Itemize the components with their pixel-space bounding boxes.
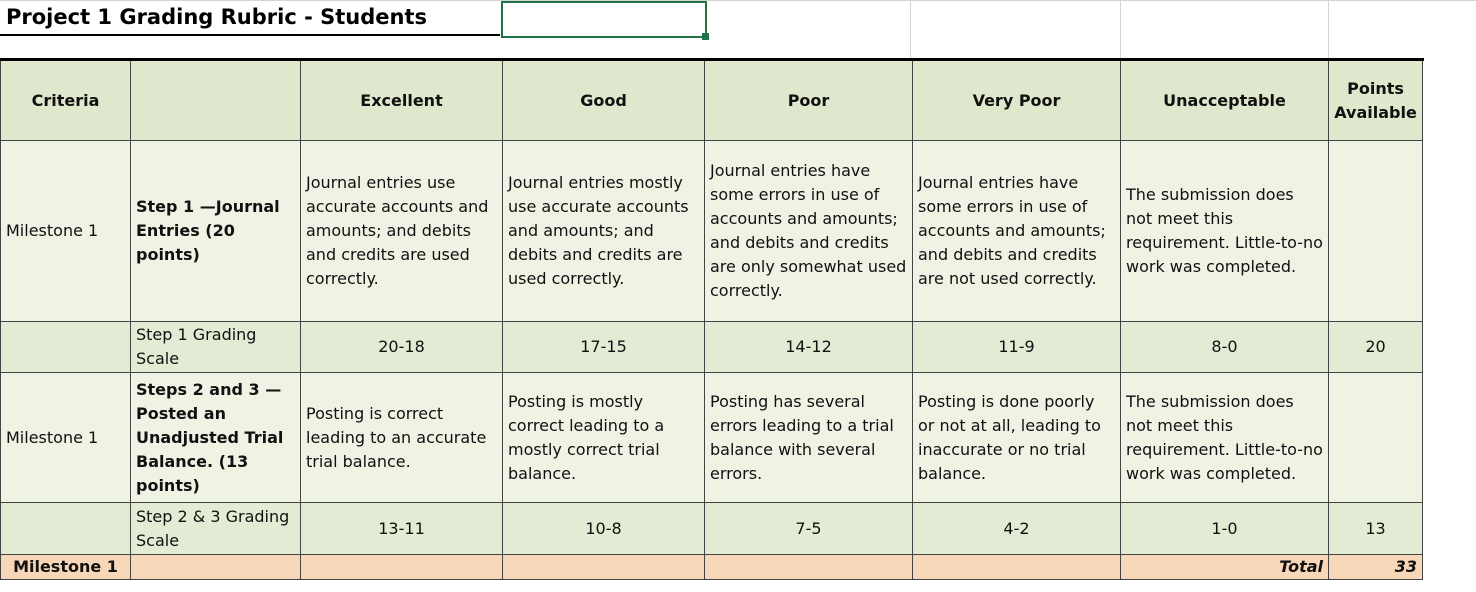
table-cell: 20-18 [301,322,503,373]
table-cell [131,555,301,580]
table-cell: Posting has several errors leading to a … [705,373,913,503]
cell-text: Unacceptable [1163,90,1286,110]
cell-text: Step 2 & 3 Grading Scale [136,506,290,550]
cell-text: Milestone 1 [6,427,99,447]
table-cell: Good [503,61,705,141]
cell-text: Journal entries use accurate accounts an… [306,173,489,288]
cell-text: Total [1279,557,1323,576]
table-cell: Journal entries use accurate accounts an… [301,141,503,322]
grid-line [1328,0,1329,58]
table-cell: Milestone 1 [0,373,131,503]
table-cell: 4-2 [913,503,1121,555]
table-cell: 14-12 [705,322,913,373]
table-cell: Milestone 1 [0,555,131,580]
table-cell: The submission does not meet this requir… [1121,373,1329,503]
cell-text: Step 1 Grading Scale [136,325,257,368]
cell-text: Posting is done poorly or not at all, le… [918,391,1101,483]
cell-text: Very Poor [972,90,1061,110]
grid-line [0,0,1476,1]
cell-text: 20-18 [378,337,425,356]
table-cell: 8-0 [1121,322,1329,373]
table-cell: 17-15 [503,322,705,373]
fill-handle[interactable] [702,33,709,40]
cell-text: 10-8 [585,518,622,538]
table-cell: Step 2 & 3 Grading Scale [131,503,301,555]
cell-text: Criteria [31,90,100,110]
cell-text: Posting is mostly correct leading to a m… [508,391,665,483]
table-cell: Milestone 1 [0,141,131,322]
table-cell: Posting is correct leading to an accurat… [301,373,503,503]
cell-text: Step 1 —Journal Entries (20 points) [136,197,280,264]
table-cell: Posting is mostly correct leading to a m… [503,373,705,503]
cell-text: The submission does not meet this requir… [1126,185,1323,276]
cell-text: Journal entries mostly use accurate acco… [508,173,689,288]
table-cell [503,555,705,580]
table-cell: Total [1121,555,1329,580]
table-cell [705,555,913,580]
cell-text: Milestone 1 [6,221,99,240]
cell-text: The submission does not meet this requir… [1126,391,1323,483]
table-cell: 7-5 [705,503,913,555]
table-cell [0,322,131,373]
cell-text: Steps 2 and 3 —Posted an Unadjusted Tria… [136,379,284,495]
table-cell: Points Available [1329,61,1423,141]
cell-text: 8-0 [1211,337,1238,356]
sheet-title: Project 1 Grading Rubric - Students [6,5,427,29]
cell-text: 13 [1365,518,1386,538]
table-cell: The submission does not meet this requir… [1121,141,1329,322]
table-cell: Step 1 Grading Scale [131,322,301,373]
table-cell: Step 1 —Journal Entries (20 points) [131,141,301,322]
table-cell: Journal entries have some errors in use … [705,141,913,322]
cell-text: 17-15 [580,337,627,356]
cell-text: Posting has several errors leading to a … [710,391,894,483]
table-cell: 13 [1329,503,1423,555]
cell-text: Journal entries have some errors in use … [918,173,1106,288]
table-cell [1329,373,1423,503]
table-top-border [0,58,1424,61]
cell-text: Journal entries have some errors in use … [710,161,907,300]
table-cell: 13-11 [301,503,503,555]
table-cell: 10-8 [503,503,705,555]
table-cell: Unacceptable [1121,61,1329,141]
table-cell [0,503,131,555]
selected-cell[interactable] [501,1,707,38]
table-cell: Excellent [301,61,503,141]
cell-text: 1-0 [1211,518,1238,538]
table-cell: 11-9 [913,322,1121,373]
table-cell: Journal entries have some errors in use … [913,141,1121,322]
cell-text: 20 [1365,337,1386,356]
cell-text: Milestone 1 [13,557,118,576]
table-cell: Posting is done poorly or not at all, le… [913,373,1121,503]
table-cell: 33 [1329,555,1423,580]
cell-text: Poor [787,90,830,110]
cell-text: Excellent [360,90,443,110]
table-cell: Poor [705,61,913,141]
table-cell [131,61,301,141]
title-underline [0,34,500,36]
table-cell [301,555,503,580]
table-cell: Criteria [0,61,131,141]
table-cell: Very Poor [913,61,1121,141]
table-cell: 20 [1329,322,1423,373]
grid-line [1120,0,1121,58]
table-cell [1329,141,1423,322]
cell-text: 13-11 [378,518,425,538]
cell-text: 33 [1394,557,1417,576]
cell-text: 11-9 [998,337,1035,356]
table-cell: Journal entries mostly use accurate acco… [503,141,705,322]
cell-text: 14-12 [785,337,832,356]
table-cell: 1-0 [1121,503,1329,555]
cell-text: 4-2 [1003,518,1030,538]
table-cell [913,555,1121,580]
table-cell: Steps 2 and 3 —Posted an Unadjusted Tria… [131,373,301,503]
cell-text: Points Available [1334,78,1417,122]
cell-text: Good [580,90,627,110]
grid-line [910,0,911,58]
cell-text: 7-5 [795,518,822,538]
cell-text: Posting is correct leading to an accurat… [306,403,487,471]
